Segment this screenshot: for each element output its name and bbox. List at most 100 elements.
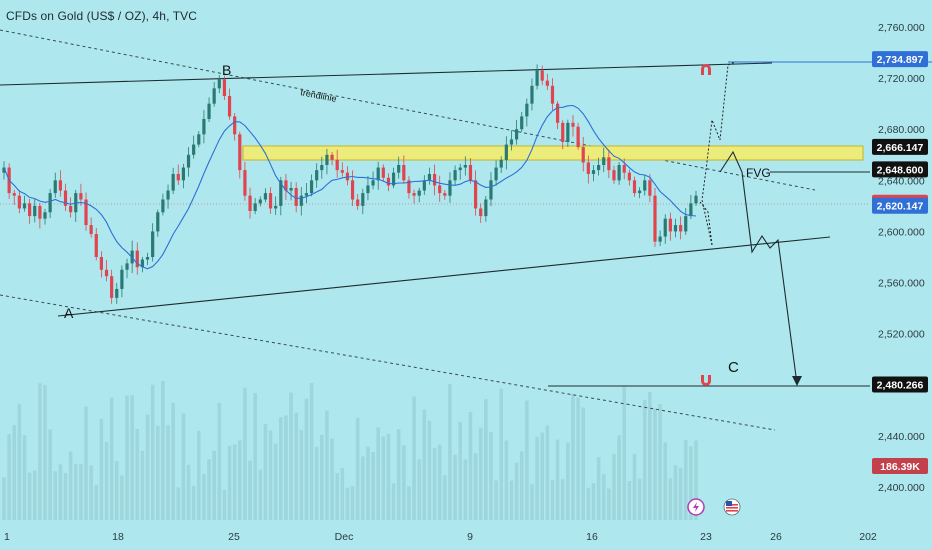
candle-body — [171, 173, 175, 191]
candle-body — [356, 199, 360, 206]
candle-body — [176, 173, 180, 181]
price-badges: 2,734.8972,666.1472,648.6002,622.4352,62… — [872, 51, 928, 474]
volume-bar — [376, 427, 380, 520]
candle-body — [299, 195, 303, 206]
volume-bar — [519, 451, 524, 520]
volume-bar — [566, 442, 570, 520]
candle-body — [443, 193, 447, 196]
candle-body — [448, 180, 452, 196]
volume-bar — [186, 464, 191, 520]
candle-body — [350, 180, 355, 200]
volume-bar — [135, 429, 140, 520]
candle-body — [391, 172, 396, 186]
candle-body — [509, 139, 514, 145]
volume-bar — [237, 440, 242, 520]
candle-body — [668, 218, 672, 232]
candle-body — [315, 170, 319, 181]
candle-body — [591, 170, 596, 174]
candle-body — [268, 193, 273, 209]
volume-bar — [114, 460, 119, 520]
volume-bar — [437, 444, 442, 520]
volume-bar — [325, 410, 329, 520]
volume-bar — [689, 446, 693, 520]
volume-bar — [694, 440, 698, 520]
volume-bar — [560, 479, 565, 520]
y-tick-label: 2,640.000 — [878, 175, 925, 187]
candle-body — [397, 165, 401, 173]
volume-bar — [525, 400, 529, 520]
volume-bar — [402, 445, 406, 520]
candle-body — [658, 236, 662, 242]
candle-body — [309, 180, 314, 194]
volume-bar — [427, 420, 432, 520]
fvg-zone — [242, 145, 864, 161]
y-tick-label: 2,520.000 — [878, 329, 925, 341]
volume-bar — [304, 398, 309, 520]
candle-body — [227, 96, 232, 117]
volume-bar — [499, 388, 504, 520]
candle-body — [253, 203, 257, 211]
y-tick-label: 2,760.000 — [878, 22, 925, 34]
price-badge-bg — [872, 458, 928, 474]
moving-average-line — [3, 104, 697, 270]
volume-bar — [571, 393, 575, 520]
candle-body — [110, 276, 114, 298]
candle-body — [479, 208, 483, 217]
volume-bar — [581, 407, 586, 520]
x-axis[interactable]: 1 18 25 Dec 9 16 23 26 202 — [4, 531, 877, 543]
price-badge-label: 186.39K — [880, 461, 920, 473]
volume-bar — [622, 386, 627, 520]
candle-body — [484, 199, 488, 217]
y-tick-label: 2,720.000 — [878, 73, 925, 85]
candle-body — [663, 218, 667, 237]
candle-body — [438, 185, 442, 194]
trendline-label: trendlinie — [300, 87, 338, 104]
volume-bar — [248, 460, 252, 520]
candle-body — [17, 195, 21, 209]
volume-bar — [586, 487, 591, 520]
candle-body — [653, 195, 657, 242]
volume-bar — [140, 450, 145, 520]
candle-body — [186, 154, 191, 168]
candle-body — [463, 165, 467, 168]
x-tick-label: 25 — [228, 531, 240, 543]
candle-body — [33, 205, 37, 217]
candle-body — [243, 170, 247, 196]
candle-body — [48, 193, 52, 213]
volume-bar — [171, 402, 175, 520]
volume-bar — [361, 456, 365, 520]
candle-body — [120, 269, 124, 289]
price-badge: 2,620.147 — [872, 197, 928, 214]
volume-bar — [166, 425, 170, 520]
y-axis[interactable]: 2,760.000 2,720.000 2,680.000 2,640.000 2,60… — [878, 22, 925, 494]
volume-bar — [161, 381, 165, 520]
price-badge: 2,666.147 — [872, 138, 928, 155]
volume-bar — [489, 432, 493, 520]
volume-bar — [601, 474, 606, 520]
candle-body — [612, 170, 616, 181]
candle-body — [84, 199, 88, 226]
volume-bar — [227, 445, 232, 520]
volume-bars — [2, 381, 698, 520]
candle-body — [432, 173, 437, 186]
price-badge: 2,480.266 — [872, 376, 928, 393]
volume-bar — [27, 472, 32, 520]
volume-bar — [535, 436, 539, 520]
volume-bar — [125, 395, 129, 520]
candle-body — [320, 165, 324, 171]
volume-bar — [217, 403, 222, 520]
price-badge: 186.39K — [872, 458, 928, 474]
us-flag-icon[interactable] — [723, 498, 741, 516]
volume-bar — [576, 397, 580, 520]
lightning-icon[interactable] — [687, 498, 705, 516]
candle-body — [151, 231, 155, 257]
volume-bar — [68, 451, 73, 520]
candle-body — [89, 225, 93, 234]
candle-body — [648, 180, 652, 196]
volume-bar — [243, 387, 247, 520]
volume-bar — [89, 465, 93, 520]
volume-bar — [417, 459, 421, 520]
volume-bar — [607, 488, 611, 520]
candle-body — [233, 116, 237, 135]
